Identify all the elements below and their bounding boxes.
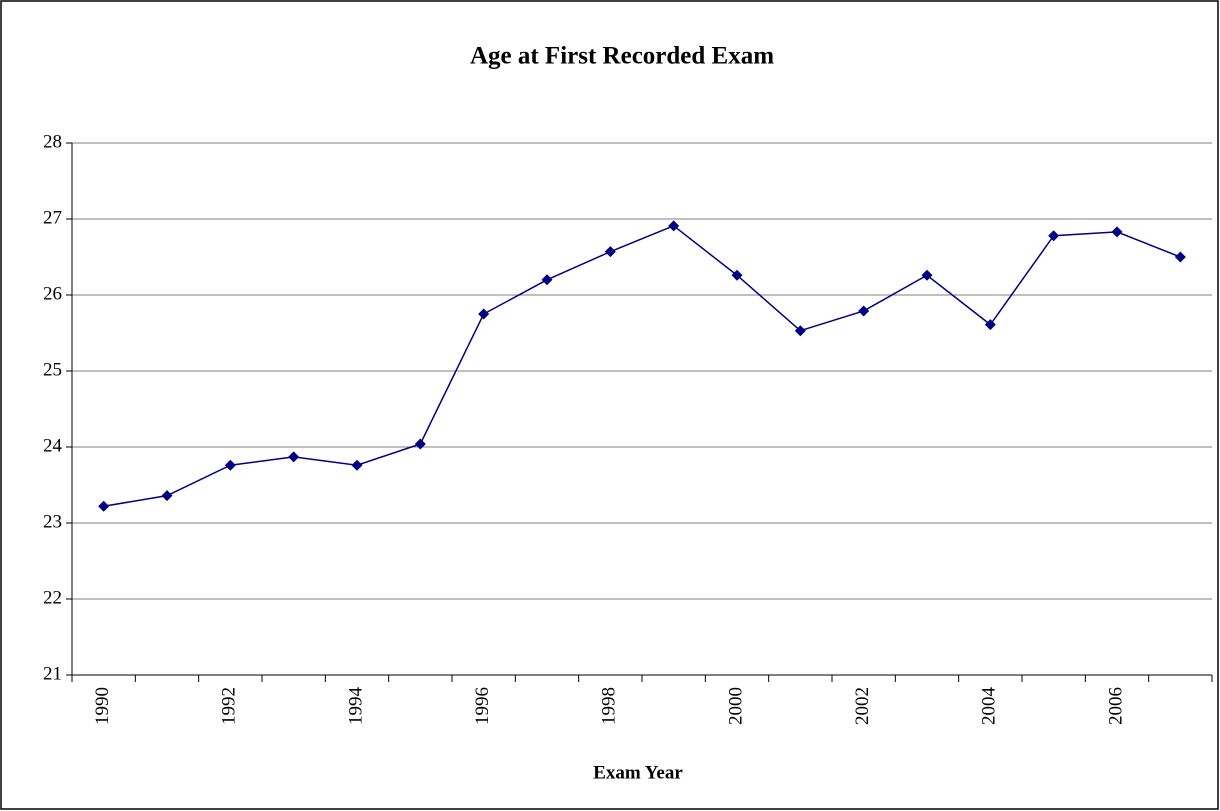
y-tick-label: 27 bbox=[43, 207, 62, 228]
data-point bbox=[478, 308, 490, 320]
x-tick-label: 2002 bbox=[852, 687, 873, 725]
y-tick-label: 23 bbox=[43, 511, 62, 532]
x-tick-label: 1990 bbox=[92, 687, 113, 725]
x-tick-label: 2006 bbox=[1105, 687, 1126, 725]
data-point bbox=[984, 319, 996, 331]
x-tick-label: 1994 bbox=[345, 687, 366, 726]
data-point bbox=[668, 220, 680, 232]
y-tick-label: 24 bbox=[43, 435, 63, 456]
x-axis-title: Exam Year bbox=[593, 762, 683, 783]
x-tick-label: 1998 bbox=[599, 687, 620, 725]
data-point bbox=[288, 451, 300, 463]
data-point bbox=[161, 490, 173, 502]
data-point bbox=[921, 269, 933, 281]
data-point bbox=[1174, 251, 1186, 263]
data-point bbox=[1111, 226, 1123, 238]
y-tick-label: 25 bbox=[43, 359, 62, 380]
x-tick-label: 2000 bbox=[725, 687, 746, 725]
data-point bbox=[604, 246, 616, 258]
y-tick-label: 26 bbox=[43, 283, 62, 304]
data-point bbox=[351, 459, 363, 471]
x-tick-label: 1992 bbox=[219, 687, 240, 725]
data-point bbox=[414, 438, 426, 450]
data-point bbox=[541, 274, 553, 286]
plot-area: 21 22 23 24 25 26 27 28 1990 1992 1994 1996 1998 2000… bbox=[43, 131, 1213, 726]
data-point bbox=[1048, 230, 1060, 242]
x-tick-label: 2004 bbox=[979, 686, 1000, 725]
data-point bbox=[224, 459, 236, 471]
data-point bbox=[794, 325, 806, 337]
data-point bbox=[858, 305, 870, 317]
chart-title: Age at First Recorded Exam bbox=[470, 43, 774, 70]
y-tick-label: 21 bbox=[43, 663, 62, 684]
x-tick-label: 1996 bbox=[472, 687, 493, 725]
data-point bbox=[731, 269, 743, 281]
data-point bbox=[98, 500, 110, 512]
series-line bbox=[103, 224, 1181, 508]
y-tick-label: 22 bbox=[43, 587, 62, 608]
y-tick-label: 28 bbox=[43, 131, 62, 152]
